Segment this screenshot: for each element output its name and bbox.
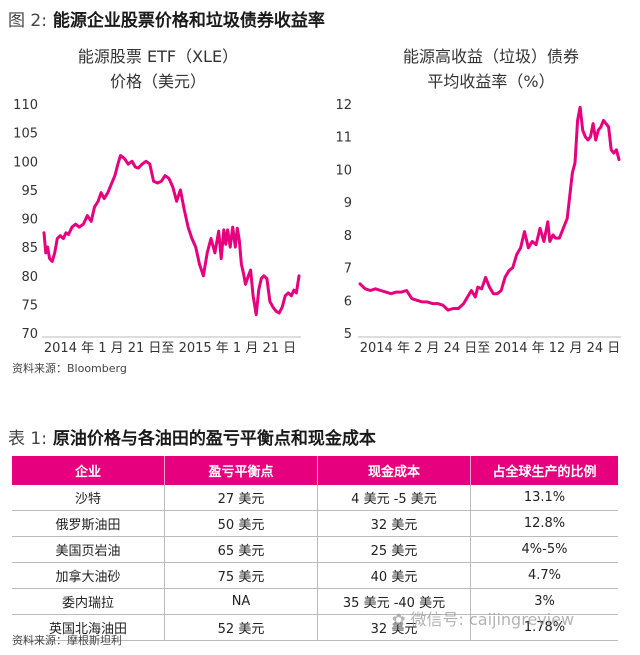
cell-global-share: 13.1%	[470, 485, 618, 511]
cell-breakeven: 50 美元	[164, 510, 318, 537]
figure-title: 图 2: 能源企业股票价格和垃圾债券收益率	[8, 6, 325, 31]
table-label: 表 1:	[8, 429, 47, 449]
x-axis-label: 2014 年 2 月 24 日至 2014 年 12 月 24 日	[360, 341, 621, 356]
y-tick-label: 12	[335, 98, 352, 113]
y-tick-label: 75	[21, 298, 38, 313]
cell-global-share: 4%-5%	[470, 536, 618, 563]
x-axis-label: 2014 年 1 月 21 日至 2015 年 1 月 21 日	[44, 341, 296, 356]
y-tick-label: 80	[21, 270, 38, 285]
cell-cash-cost: 32 美元	[317, 510, 471, 537]
y-tick-label: 70	[21, 327, 38, 342]
cell-cash-cost: 35 美元 -40 美元	[317, 588, 471, 615]
y-tick-label: 105	[13, 127, 38, 142]
header-company: 企业	[12, 456, 165, 485]
table-header-row: 企业 盈亏平衡点 现金成本 占全球生产的比例	[12, 456, 618, 485]
y-tick-label: 95	[21, 184, 38, 199]
etf-price-chart: 能源股票 ETF（XLE） 价格（美元） 110 105 100 95 90 85 80 75 70…	[13, 47, 301, 356]
table-row: 沙特 27 美元 4 美元 -5 美元 13.1%	[12, 485, 618, 511]
y-tick-label: 8	[344, 229, 352, 244]
table-row: 英国北海油田 52 美元 32 美元 1.78%	[12, 614, 618, 641]
table-title: 表 1: 原油价格与各油田的盈亏平衡点和现金成本	[8, 424, 376, 449]
y-tick-label: 85	[21, 241, 38, 256]
wechat-icon: ✿	[392, 610, 406, 629]
y-tick-label: 6	[344, 294, 352, 309]
chart-title-line: 能源股票 ETF（XLE）	[78, 47, 238, 66]
cell-company: 美国页岩油	[12, 536, 165, 563]
header-cash-cost: 现金成本	[317, 456, 471, 485]
cell-company: 委内瑞拉	[12, 588, 165, 615]
cell-breakeven: 27 美元	[164, 485, 318, 511]
cell-breakeven: 75 美元	[164, 562, 318, 589]
figure-label: 图 2:	[8, 11, 47, 31]
cell-global-share: 1.78%	[470, 614, 618, 641]
y-tick-label: 110	[13, 98, 38, 113]
figure-source: 资料来源：Bloomberg	[12, 362, 127, 375]
table-row: 加拿大油砂 75 美元 40 美元 4.7%	[12, 562, 618, 589]
wechat-watermark: ✿ 微信号: caijingreview	[392, 606, 574, 630]
cell-cash-cost: 32 美元	[317, 614, 471, 641]
cell-global-share: 3%	[470, 588, 618, 615]
chart-title-line: 价格（美元）	[110, 72, 206, 91]
chart-title-line: 平均收益率（%）	[427, 72, 554, 91]
series-line	[358, 105, 621, 312]
y-tick-label: 9	[344, 196, 352, 211]
table-source: 资料来源：摩根斯坦利	[12, 634, 122, 647]
header-global-share: 占全球生产的比例	[470, 456, 618, 485]
y-tick-label: 90	[21, 213, 38, 228]
header-breakeven: 盈亏平衡点	[164, 456, 318, 485]
cell-cash-cost: 25 美元	[317, 536, 471, 563]
cell-company: 俄罗斯油田	[12, 510, 165, 537]
y-tick-label: 11	[335, 131, 352, 146]
y-tick-label: 100	[13, 155, 38, 170]
y-tick-label: 7	[344, 262, 352, 277]
cell-breakeven: 52 美元	[164, 614, 318, 641]
cell-breakeven: 65 美元	[164, 536, 318, 563]
cell-company: 英国北海油田	[12, 614, 165, 641]
y-tick-label: 10	[335, 163, 352, 178]
y-tick-label: 5	[344, 327, 352, 342]
table-row: 俄罗斯油田 50 美元 32 美元 12.8%	[12, 510, 618, 537]
cell-cash-cost: 40 美元	[317, 562, 471, 589]
cell-global-share: 4.7%	[470, 562, 618, 589]
cell-cash-cost: 4 美元 -5 美元	[317, 485, 471, 511]
table-row: 美国页岩油 65 美元 25 美元 4%-5%	[12, 536, 618, 563]
chart-title-line: 能源高收益（垃圾）债券	[403, 47, 579, 66]
charts-canvas: 能源股票 ETF（XLE）价格（美元）110105100959085807570…	[13, 47, 621, 356]
breakeven-table: 企业 盈亏平衡点 现金成本 占全球生产的比例 沙特 27 美元 4 美元 -5 …	[12, 456, 618, 641]
cell-company: 加拿大油砂	[12, 562, 165, 589]
watermark-text: 微信号: caijingreview	[410, 610, 575, 629]
table-title-text: 原油价格与各油田的盈亏平衡点和现金成本	[52, 429, 376, 449]
figure-title-text: 能源企业股票价格和垃圾债券收益率	[52, 11, 325, 31]
cell-breakeven: NA	[164, 588, 318, 615]
cell-company: 沙特	[12, 485, 165, 511]
cell-global-share: 12.8%	[470, 510, 618, 537]
series-line	[42, 154, 301, 317]
table-row: 委内瑞拉 NA 35 美元 -40 美元 3%	[12, 588, 618, 615]
